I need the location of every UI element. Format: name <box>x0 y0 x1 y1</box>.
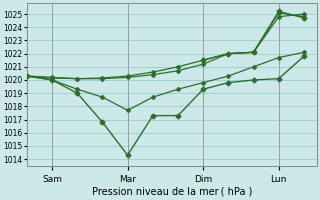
X-axis label: Pression niveau de la mer ( hPa ): Pression niveau de la mer ( hPa ) <box>92 187 252 197</box>
